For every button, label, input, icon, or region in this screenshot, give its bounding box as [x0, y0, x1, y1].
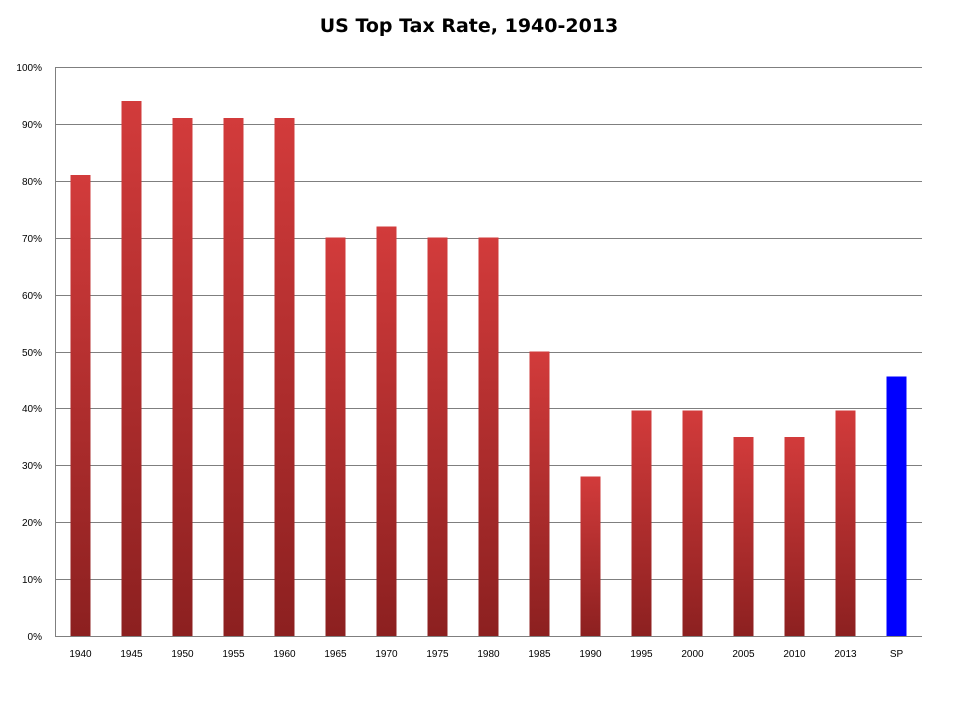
y-tick-label: 0%	[28, 632, 43, 643]
bar-1975	[427, 237, 448, 636]
y-tick-label: 80%	[22, 177, 42, 188]
bar-1990	[580, 476, 601, 636]
x-tick-label: 1995	[630, 649, 653, 660]
bar-2000	[682, 410, 703, 636]
y-tick-label: 50%	[22, 348, 42, 359]
x-tick-label: 1975	[426, 649, 449, 660]
bar-1960	[274, 118, 295, 636]
x-tick-label: 1980	[477, 649, 500, 660]
bar-1980	[478, 237, 499, 636]
x-tick-label: 1965	[324, 649, 347, 660]
x-axis-tick-labels: 1940 1945 1950 1955 1960 1965 1970 1975 1980 1985…	[69, 649, 903, 660]
bar-sp	[886, 376, 907, 636]
bar-1940	[70, 175, 91, 636]
x-tick-label: 2013	[834, 649, 857, 660]
bar-1955	[223, 118, 244, 636]
y-tick-label: 40%	[22, 404, 42, 415]
x-tick-label: 1960	[273, 649, 296, 660]
chart-title: US Top Tax Rate, 1940-2013	[320, 15, 619, 37]
x-tick-label: 1945	[120, 649, 143, 660]
x-tick-label: 1970	[375, 649, 398, 660]
x-tick-label: 1955	[222, 649, 245, 660]
y-tick-label: 30%	[22, 461, 42, 472]
x-tick-label: 1940	[69, 649, 92, 660]
y-tick-label: 20%	[22, 518, 42, 529]
bar-1970	[376, 226, 397, 637]
x-tick-label: 2005	[732, 649, 755, 660]
bar-2013	[835, 410, 856, 636]
y-tick-label: 100%	[16, 63, 42, 74]
x-tick-label: 1985	[528, 649, 551, 660]
bar-2010	[784, 436, 805, 636]
bar-1995	[631, 410, 652, 636]
x-tick-label: SP	[890, 649, 904, 660]
bar-layer	[70, 101, 907, 637]
bar-1965	[325, 237, 346, 636]
x-tick-label: 1990	[579, 649, 602, 660]
bar-2005	[733, 436, 754, 636]
x-tick-label: 2000	[681, 649, 704, 660]
bar-1985	[529, 351, 550, 636]
y-tick-label: 70%	[22, 234, 42, 245]
y-tick-label: 90%	[22, 120, 42, 131]
bar-1945	[121, 101, 142, 637]
x-tick-label: 1950	[171, 649, 194, 660]
y-tick-label: 60%	[22, 291, 42, 302]
x-tick-label: 2010	[783, 649, 806, 660]
y-tick-label: 10%	[22, 575, 42, 586]
y-axis-tick-labels: 0% 10% 20% 30% 40% 50% 60% 70% 80% 90% 100%	[16, 63, 42, 643]
bar-1950	[172, 118, 193, 636]
